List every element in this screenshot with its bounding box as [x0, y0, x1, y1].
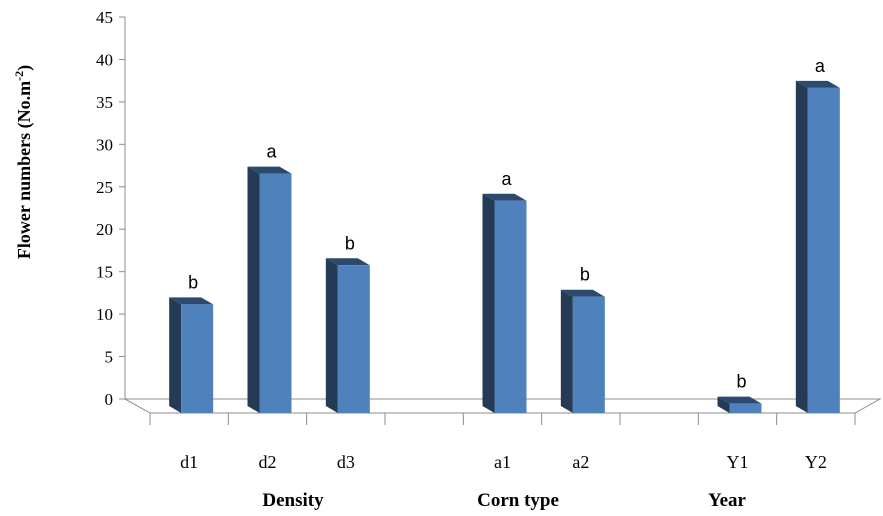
y-tick-label: 5 [105, 348, 114, 367]
bar-top-face [482, 193, 527, 201]
bar-top-face [717, 396, 762, 404]
x-group-label: Year [708, 490, 747, 511]
bar-top-face [169, 297, 214, 305]
bar-side-face [325, 258, 338, 413]
bar [494, 200, 527, 413]
bar-annotation: b [345, 233, 355, 253]
x-category-label: a1 [494, 452, 511, 472]
bar-annotation: a [501, 169, 512, 189]
bar-top-face [795, 80, 840, 88]
x-category-label: Y1 [727, 452, 749, 472]
y-tick-label: 20 [96, 220, 113, 239]
x-category-label: a2 [572, 452, 589, 472]
bar-top-face [560, 289, 605, 297]
x-category-label: Y2 [805, 452, 827, 472]
x-group-label: Corn type [477, 490, 559, 511]
bar-annotation: b [188, 272, 198, 292]
y-tick-label: 15 [96, 263, 113, 282]
y-tick-label: 35 [96, 93, 113, 112]
y-axis-label: Flower numbers (No.m-2) [12, 65, 35, 259]
y-tick-label: 45 [96, 8, 113, 27]
bar-annotation: b [580, 265, 590, 285]
chart-labels: 0 5 10 15 20 25 30 35 40 45 d1 b d2 a d3 b a1 a a2 b Y1 b Y2 a D… [96, 8, 827, 511]
bar-side-face [717, 396, 730, 413]
bar [807, 87, 840, 414]
bar-top-face [325, 258, 370, 266]
x-category-label: d1 [180, 452, 198, 472]
bar-side-face [795, 80, 808, 414]
x-group-label: Density [262, 490, 324, 511]
bar [729, 403, 762, 413]
x-category-label: d3 [337, 452, 355, 472]
bar-annotation: a [266, 142, 277, 162]
bar [337, 265, 370, 413]
bar-annotation: a [815, 56, 826, 76]
bar-side-face [169, 297, 182, 413]
bar-annotation: b [736, 372, 746, 392]
y-tick-label: 25 [96, 178, 113, 197]
y-tick-label: 40 [96, 50, 113, 69]
y-tick-label: 0 [105, 390, 114, 409]
bar-side-face [560, 289, 573, 413]
bar-side-face [482, 193, 495, 413]
bar [259, 173, 292, 413]
bar-side-face [247, 166, 260, 413]
y-tick-label: 30 [96, 135, 113, 154]
bar-top-face [247, 166, 292, 174]
chart-bars [169, 80, 840, 414]
x-category-label: d2 [259, 452, 277, 472]
y-tick-label: 10 [96, 305, 113, 324]
bar [572, 296, 605, 413]
bar [181, 304, 214, 413]
chart-axes [119, 16, 882, 425]
